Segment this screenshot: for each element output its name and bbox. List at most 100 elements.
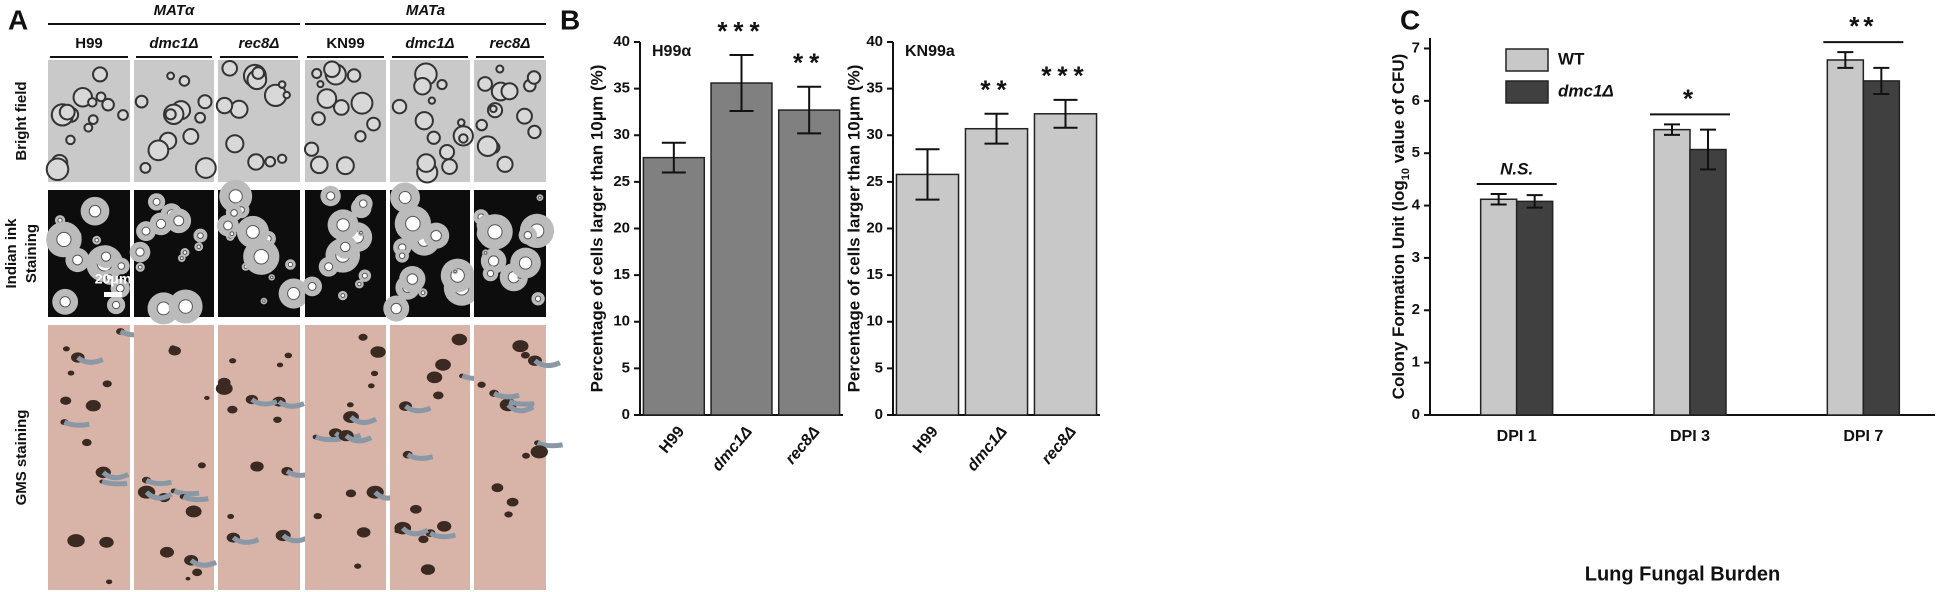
cell [418,535,429,544]
cell [111,300,121,310]
cell [164,108,177,121]
cell [420,564,436,575]
cell [62,346,70,352]
micrograph [305,325,386,590]
significance: ** [980,75,1012,105]
cell [204,395,210,401]
cell [456,118,466,127]
cell [436,78,448,91]
significance: ** [1849,11,1877,41]
cell [87,97,98,108]
cell [500,82,519,101]
tissue [250,397,278,407]
y-tick-label: 10 [613,313,630,330]
cell [57,217,63,223]
cell [394,529,400,534]
cell [178,299,193,314]
cell [169,345,177,351]
cell [356,527,371,538]
cell [117,262,126,270]
bar [1515,200,1554,416]
bar [964,127,1029,416]
cell [134,94,149,109]
cell [495,64,505,74]
cell [273,416,282,423]
cell [335,156,355,176]
panel-label: A [8,4,28,35]
cell [420,290,426,296]
cell [333,99,350,116]
cell [522,452,530,459]
cell [192,568,203,577]
bar [777,109,841,416]
cell [152,197,161,206]
cell [166,71,176,81]
bar [1689,148,1727,416]
cell [354,563,362,569]
cell [427,96,437,105]
column-label: rec8Δ [239,35,280,52]
cell [523,231,533,240]
cell [361,272,368,279]
tissue [277,399,305,409]
cell [67,370,75,376]
scale-bar [104,292,122,297]
cell [526,70,542,85]
cell [476,135,499,157]
cell [196,244,201,249]
x-tick-label: rec8Δ [1039,423,1080,468]
cell [102,380,112,388]
cell [139,161,152,174]
cell [354,130,367,143]
micrograph [474,325,546,590]
tissue [144,490,173,501]
y-tick-label: 40 [866,33,883,50]
cell [105,273,113,281]
cell [173,215,185,227]
tissue [314,434,342,443]
cell [489,104,498,114]
cell [83,122,94,133]
cell [430,229,442,242]
cell [324,262,334,272]
cell [185,576,191,581]
cell [56,231,72,248]
cell [453,269,457,274]
cell [414,111,434,131]
x-tick-label: DPI 7 [1843,428,1883,445]
y-axis-label-part: Colony Formation Unit (log [1389,180,1408,399]
cell [247,153,265,171]
cell [336,218,350,232]
cell [398,190,412,204]
cell [538,195,542,200]
cell [345,489,357,498]
cell [178,75,191,87]
cell [72,254,83,266]
cell [323,60,341,79]
cell [516,107,533,125]
y-tick-label: 30 [613,126,630,143]
cell [155,218,167,229]
tissue [536,440,564,449]
cell [227,405,238,414]
y-tick-label: 15 [613,266,630,283]
panel-label: B [560,4,580,35]
cell [530,445,548,459]
cell [310,155,329,175]
cell [413,76,432,96]
cell [433,391,444,400]
cell [512,340,529,353]
cell [487,255,500,267]
column-label: KN99 [326,35,364,52]
cell [58,103,76,121]
cell [101,97,115,112]
cell [262,299,266,303]
y-tick-label: 0 [622,406,630,423]
tissue [173,488,200,497]
cell [451,333,468,346]
cell [475,118,488,132]
cell [100,251,112,262]
x-tick-label: DPI 1 [1497,428,1537,445]
y-tick-label: 7 [1412,39,1420,56]
